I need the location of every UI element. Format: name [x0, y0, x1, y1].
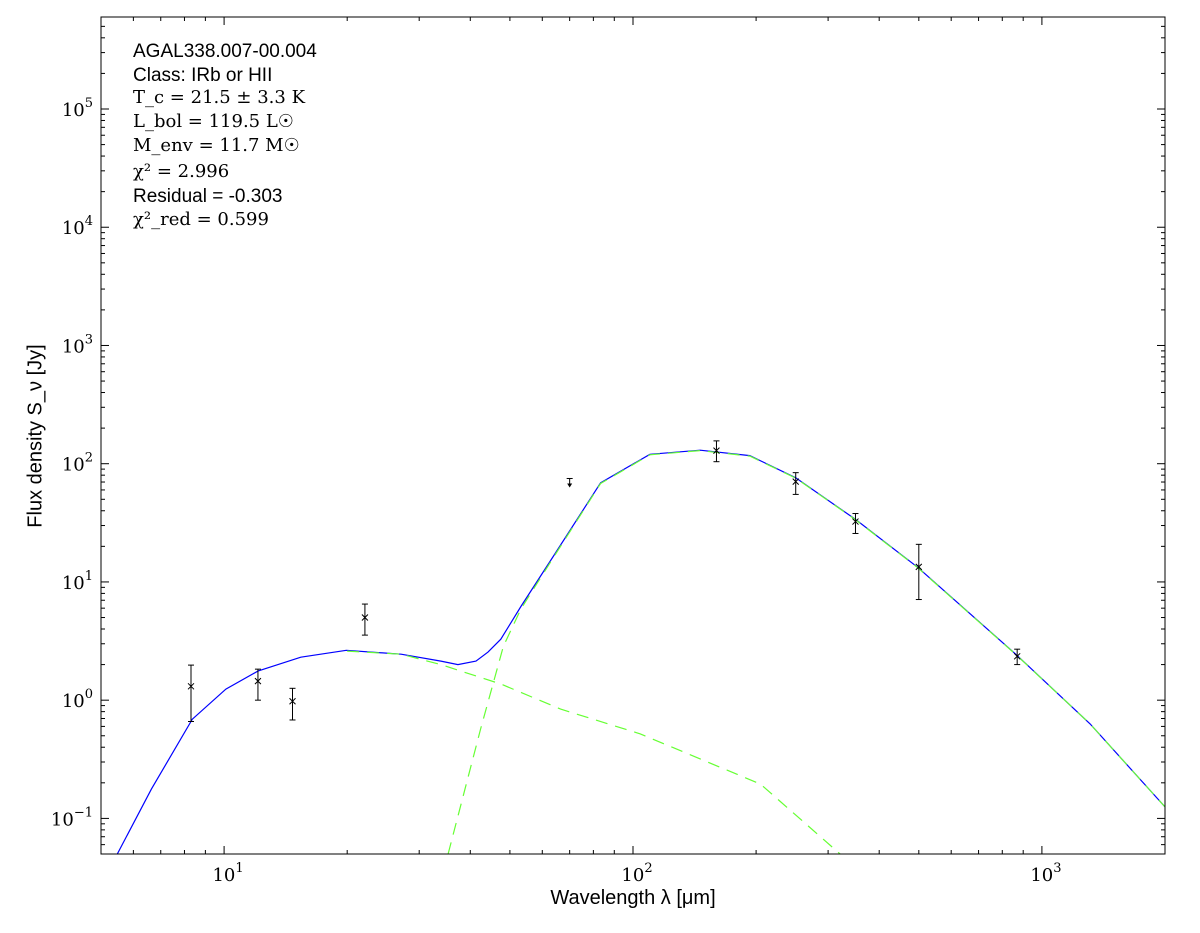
y-tick-label: 100: [62, 687, 93, 712]
y-tick-label: 101: [62, 569, 93, 594]
component-curve-2: [447, 449, 1165, 854]
y-axis-label: Flux density S_ν [Jy]: [24, 344, 47, 528]
y-tick-label: 103: [62, 332, 93, 357]
y-tick-label: 105: [62, 96, 93, 121]
y-tick-label: 10−1: [51, 805, 93, 830]
y-tick-label: 104: [62, 214, 93, 239]
data-point: [713, 447, 720, 454]
data-point: [852, 518, 859, 525]
chi2-label: χ² = 2.996: [133, 161, 230, 182]
residual-label: Residual = -0.303: [133, 186, 283, 207]
x-tick-label: 102: [621, 861, 652, 886]
upper-limit-arrow: [567, 483, 573, 488]
data-point: [915, 563, 923, 571]
total-fit-curve: [116, 449, 1165, 854]
lbol-label: L_bol = 119.5 L☉: [133, 111, 294, 132]
class-label: Class: IRb or HII: [133, 65, 273, 86]
data-point: [361, 614, 369, 621]
source-name: AGAL338.007-00.004: [133, 41, 317, 62]
component-curve-1: [347, 650, 841, 854]
tc-label: T_c = 21.5 ± 3.3 K: [133, 87, 306, 108]
chi2red-label: χ²_red = 0.599: [133, 209, 269, 230]
data-point: [1013, 652, 1021, 660]
y-tick-label: 102: [62, 451, 93, 476]
data-point: [187, 682, 195, 690]
data-point: [792, 478, 800, 486]
x-tick-label: 101: [212, 861, 243, 886]
x-axis-label: Wavelength λ [μm]: [550, 887, 716, 909]
x-tick-label: 103: [1030, 861, 1061, 886]
data-point: [254, 677, 262, 685]
data-point: [289, 697, 296, 705]
menv-label: M_env = 11.7 M☉: [133, 135, 300, 156]
